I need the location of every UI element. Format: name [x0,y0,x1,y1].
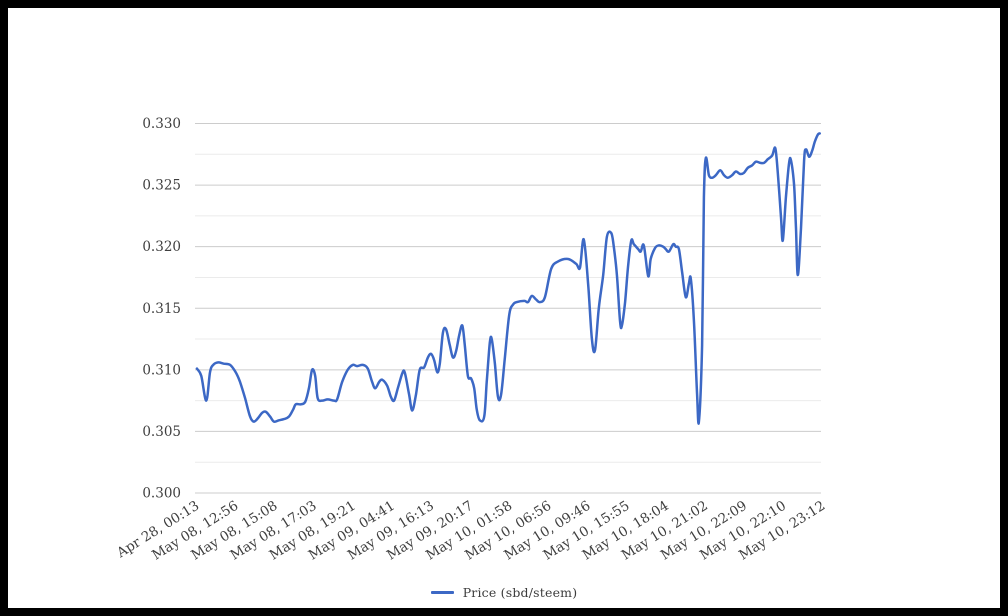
price-chart: 0.300 0.305 0.310 0.315 0.320 0.325 0.330 Apr 2… [8,8,1000,608]
y-axis-tick-label: 0.315 [142,301,181,317]
y-axis-tick-label: 0.300 [142,486,181,502]
y-axis-tick-label: 0.310 [142,362,181,378]
legend-line-swatch-icon [430,590,454,594]
price-line-series [195,132,821,425]
y-axis-tick-label: 0.305 [142,424,181,440]
y-axis-tick-label: 0.330 [142,116,181,132]
legend-label: Price (sbd/steem) [462,584,578,600]
y-axis-tick-label: 0.325 [142,178,181,194]
y-axis-tick-label: 0.320 [142,239,181,255]
legend: Price (sbd/steem) [8,582,1000,602]
